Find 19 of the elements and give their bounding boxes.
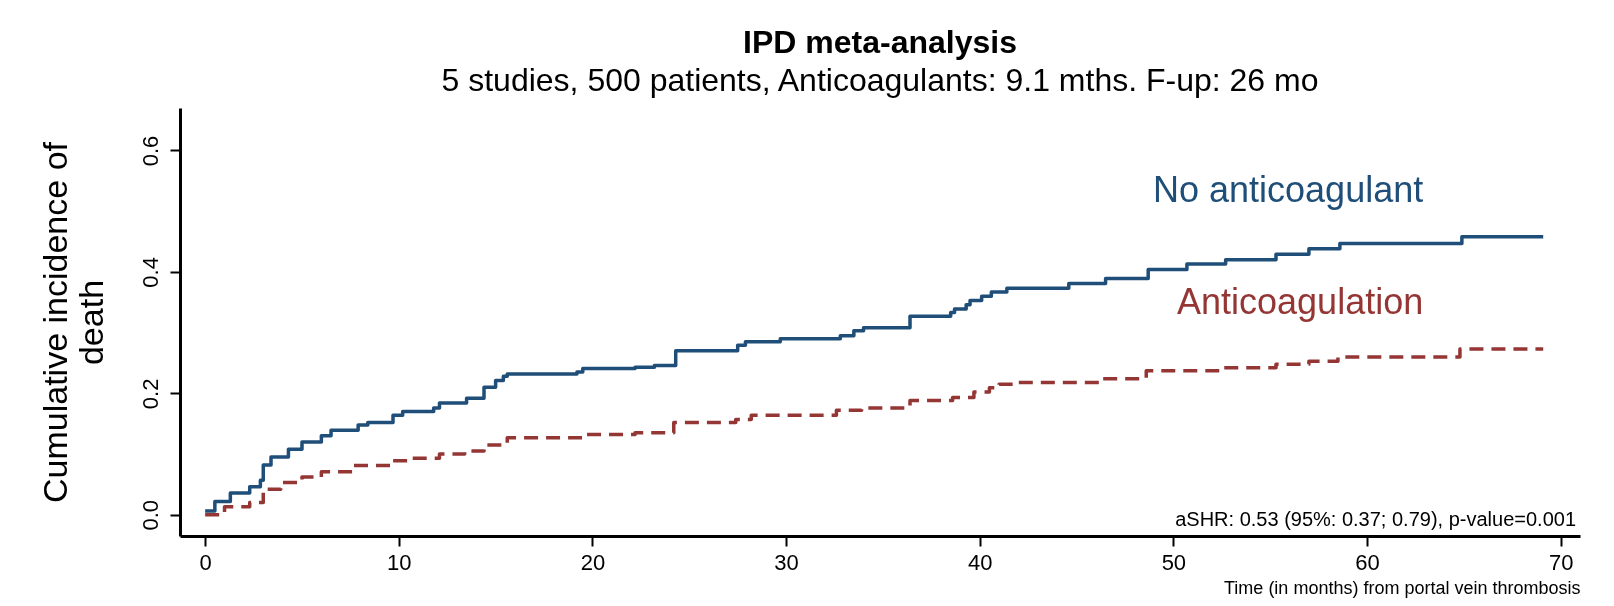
y-tick-label: 0.4 bbox=[137, 257, 163, 288]
y-tick-label: 0.6 bbox=[137, 135, 163, 167]
x-tick-label: 40 bbox=[967, 549, 993, 575]
x-axis-title: Time (in months) from portal vein thrombosis bbox=[1224, 577, 1581, 598]
chart-subtitle: 5 studies, 500 patients, Anticoagulants: 9.1 mths. F-up: 26 mo bbox=[441, 62, 1319, 98]
y-tick-label: 0.0 bbox=[137, 499, 163, 531]
chart-title: IPD meta-analysis bbox=[743, 24, 1017, 60]
x-tick-label: 50 bbox=[1161, 549, 1187, 575]
series-label: No anticoagulant bbox=[1153, 168, 1424, 210]
x-tick-label: 10 bbox=[387, 549, 412, 575]
y-tick-label: 0.2 bbox=[137, 378, 163, 410]
x-tick-label: 30 bbox=[774, 549, 799, 575]
annotation: aSHR: 0.53 (95%: 0.37; 0.79), p-value=0.001 bbox=[1175, 508, 1576, 530]
series-label: Anticoagulation bbox=[1177, 281, 1424, 323]
x-tick-label: 0 bbox=[199, 549, 212, 575]
x-tick-label: 60 bbox=[1355, 549, 1380, 575]
x-tick-label: 20 bbox=[580, 549, 606, 575]
y-axis-title: Cumulative incidence of death bbox=[35, 141, 110, 503]
x-tick-label: 70 bbox=[1548, 549, 1574, 575]
